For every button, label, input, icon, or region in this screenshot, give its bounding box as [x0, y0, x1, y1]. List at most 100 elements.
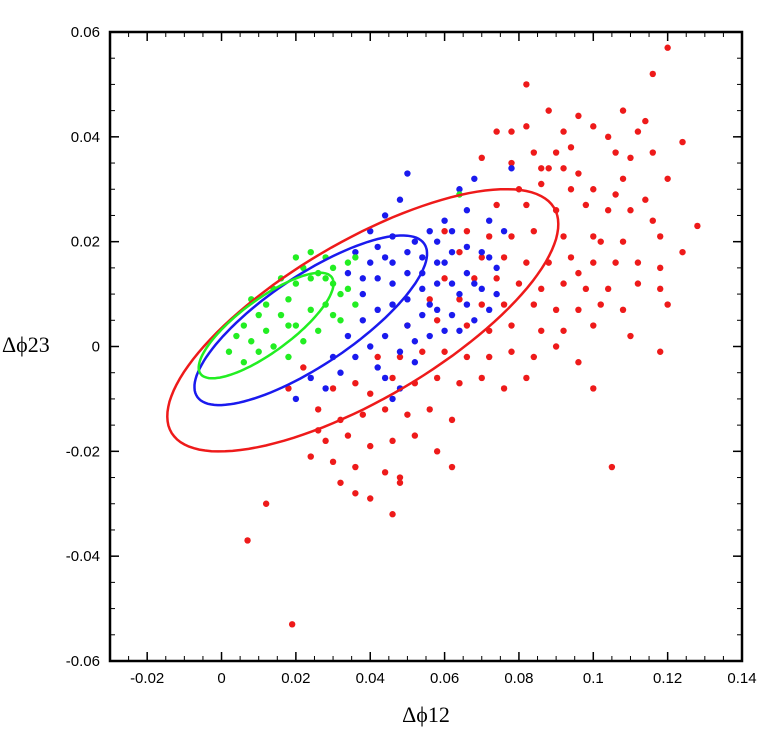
data-point — [619, 107, 627, 114]
x-tick-labels: -0.02 0 0.02 0.04 0.06 0.08 0.1 0.12 0.14 — [130, 670, 757, 687]
data-point — [619, 175, 627, 182]
data-point — [329, 458, 337, 466]
data-point — [255, 311, 262, 319]
data-point — [314, 406, 322, 413]
data-point — [471, 275, 478, 282]
data-point — [322, 437, 329, 445]
data-point — [367, 343, 374, 350]
data-point — [389, 280, 396, 287]
data-point — [530, 227, 538, 235]
data-point — [508, 165, 515, 172]
data-point — [433, 238, 441, 245]
data-point — [523, 123, 530, 130]
y-tick-label: 0.04 — [71, 129, 100, 146]
data-point — [433, 317, 441, 324]
data-point — [612, 259, 619, 266]
data-point — [530, 301, 538, 308]
data-point — [448, 227, 456, 235]
data-point — [567, 254, 575, 261]
data-point — [240, 359, 248, 366]
data-point — [560, 165, 567, 172]
data-point — [389, 374, 396, 382]
data-point — [649, 217, 656, 224]
data-point — [664, 44, 671, 51]
data-point — [456, 379, 463, 387]
data-point — [374, 243, 381, 251]
data-point — [307, 453, 314, 460]
data-point — [396, 479, 404, 486]
data-point — [277, 311, 285, 319]
data-point — [389, 437, 396, 445]
data-point — [463, 322, 471, 329]
data-point — [419, 254, 426, 261]
axis-ticks — [109, 31, 743, 662]
data-point — [426, 301, 433, 308]
data-point — [604, 207, 612, 214]
data-point — [508, 159, 515, 167]
data-point — [456, 248, 463, 256]
data-point — [471, 175, 478, 182]
data-point — [300, 364, 307, 371]
data-point — [590, 186, 597, 193]
data-point — [478, 285, 485, 293]
contour-line — [193, 234, 429, 407]
data-point — [411, 238, 419, 245]
data-point — [478, 301, 485, 308]
x-tick-label: 0.12 — [653, 670, 682, 687]
data-point — [374, 306, 381, 314]
data-point — [486, 306, 493, 314]
data-point — [396, 348, 404, 355]
data-point — [411, 359, 419, 366]
data-point — [307, 248, 314, 256]
data-point — [374, 364, 381, 371]
data-point — [552, 306, 560, 314]
data-point — [367, 442, 374, 450]
data-point — [500, 227, 508, 235]
data-point — [404, 411, 411, 418]
data-point — [389, 395, 396, 403]
data-point — [515, 280, 523, 287]
data-point — [642, 196, 649, 203]
data-point — [337, 369, 344, 376]
data-point — [493, 275, 500, 282]
data-point — [292, 395, 300, 403]
y-tick-label: -0.06 — [66, 653, 100, 670]
data-point — [448, 311, 456, 319]
data-point — [552, 343, 560, 350]
data-point — [634, 128, 642, 135]
data-point — [627, 154, 634, 161]
data-point — [352, 254, 359, 261]
data-point — [486, 254, 493, 261]
data-point — [441, 217, 448, 224]
data-point — [426, 227, 433, 235]
data-point — [322, 385, 329, 392]
data-point — [419, 285, 426, 293]
data-point — [396, 474, 404, 481]
data-point — [352, 463, 359, 471]
data-point — [634, 259, 642, 266]
y-tick-label: 0.02 — [71, 234, 100, 251]
data-point — [225, 348, 233, 355]
data-point — [545, 165, 552, 172]
data-point — [634, 280, 642, 287]
data-point — [478, 154, 485, 161]
data-point — [381, 254, 389, 261]
data-point — [627, 332, 634, 340]
data-point — [657, 233, 664, 240]
data-point — [463, 243, 471, 251]
data-point — [441, 259, 448, 266]
data-point — [262, 327, 270, 334]
data-point — [478, 254, 485, 261]
data-point — [285, 296, 292, 303]
data-point — [419, 348, 426, 355]
data-point — [367, 259, 374, 266]
data-point — [590, 233, 597, 240]
data-point — [285, 353, 292, 361]
data-point — [538, 327, 545, 334]
data-point — [619, 238, 627, 245]
data-point — [389, 301, 396, 308]
data-point — [560, 233, 567, 240]
data-point — [493, 290, 500, 298]
data-point — [411, 432, 419, 439]
